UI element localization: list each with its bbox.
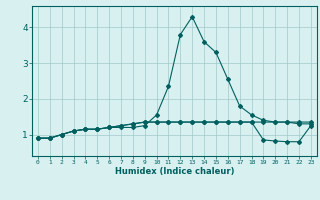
X-axis label: Humidex (Indice chaleur): Humidex (Indice chaleur) <box>115 167 234 176</box>
